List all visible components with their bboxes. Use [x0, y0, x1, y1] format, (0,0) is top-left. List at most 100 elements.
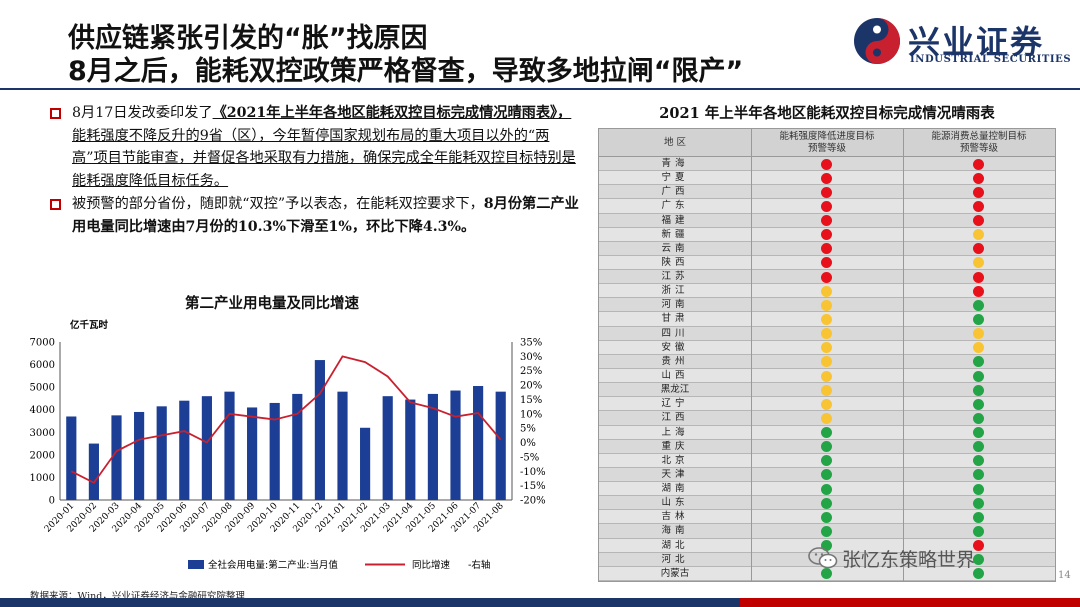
intensity-status-dot	[821, 257, 832, 269]
table-row: 上海	[599, 425, 1055, 440]
wechat-icon	[808, 547, 838, 569]
left-tick-label: 2000	[30, 450, 55, 461]
total-status-dot	[973, 398, 984, 410]
right-tick-label: 15%	[520, 395, 542, 406]
intensity-status-dot	[821, 483, 832, 495]
left-tick-label: 4000	[30, 405, 55, 416]
watermark-text: 张忆东策略世界	[842, 548, 976, 571]
intensity-status-dot	[821, 172, 832, 184]
region-name: 海南	[661, 525, 689, 537]
left-tick-label: 1000	[30, 473, 55, 484]
table-row: 四川	[599, 326, 1055, 341]
table-title: 2021 年上半年各地区能耗双控目标完成情况晴雨表	[659, 105, 995, 122]
bar-2020-03	[111, 415, 122, 500]
table-row: 新疆	[599, 227, 1055, 242]
table-row: 宁夏	[599, 171, 1055, 186]
total-status-dot	[973, 511, 984, 523]
header-intensity: 能耗强度降低进度目标 预警等级	[779, 131, 875, 154]
total-status-dot	[973, 285, 984, 297]
right-tick-label: -15%	[520, 481, 546, 492]
table-row: 北京	[599, 453, 1055, 468]
electricity-chart: 亿千瓦时 0 1000 2000 3000 4000 5000 6000 7000 -20% -15…	[30, 319, 546, 571]
legend-line-suffix: -右轴	[468, 559, 490, 571]
bullet-2-lead: 被预警的部分省份，随即就“双控”予以表态，在能耗双控要求下，	[72, 196, 484, 212]
region-name: 黑龙江	[660, 384, 690, 396]
intensity-status-dot	[821, 285, 832, 297]
bar-2020-07	[201, 396, 212, 500]
bar-2021-04	[405, 399, 416, 500]
intensity-status-dot	[821, 469, 832, 481]
growth-line	[70, 355, 502, 484]
total-status-dot	[973, 299, 984, 311]
table-row: 黑龙江	[599, 383, 1055, 398]
title-line-1: 供应链紧张引发的“胀”找原因	[68, 23, 428, 54]
chart-title: 第二产业用电量及同比增速	[185, 296, 359, 312]
bar-2021-08	[495, 391, 506, 500]
total-status-dot	[973, 271, 984, 283]
total-status-dot	[973, 568, 984, 580]
logo-emblem-icon	[854, 18, 900, 64]
table-row: 江苏	[599, 270, 1055, 285]
total-status-dot	[973, 384, 984, 396]
intensity-status-dot	[821, 441, 832, 453]
region-name: 云南	[661, 242, 689, 254]
bullet-item-2: 被预警的部分省份，随即就“双控”予以表态，在能耗双控要求下，8月份第二产业用电量…	[44, 193, 584, 238]
right-tick-label: -20%	[520, 496, 546, 507]
header-region: 地 区	[663, 137, 687, 148]
y-axis-unit: 亿千瓦时	[70, 319, 109, 331]
logo-name: 兴业证券	[908, 23, 1045, 61]
region-name: 安徽	[661, 341, 689, 353]
total-status-dot	[973, 554, 984, 566]
bullet-1-doc-title: 《2021年上半年各地区能耗双控目标完成情况晴雨表》，	[212, 105, 572, 121]
region-name: 浙江	[661, 285, 689, 297]
logo-english: INDUSTRIAL SECURITIES	[910, 54, 1072, 65]
table-row: 山西	[599, 369, 1055, 384]
right-tick-label: 5%	[520, 424, 536, 435]
intensity-status-dot	[821, 370, 832, 382]
region-name: 河南	[661, 299, 689, 311]
bar-2020-06	[179, 400, 190, 500]
bar-2020-02	[88, 443, 99, 500]
bar-2020-04	[134, 411, 145, 500]
intensity-status-dot	[821, 215, 832, 227]
intensity-status-dot	[821, 568, 832, 580]
table-row: 内蒙古	[599, 566, 1055, 581]
region-name: 广东	[661, 200, 689, 212]
region-name: 河北	[661, 553, 689, 565]
region-name: 福建	[661, 214, 689, 226]
bar-2021-07	[473, 386, 484, 500]
bar-2020-11	[292, 393, 303, 500]
intensity-status-dot	[821, 384, 832, 396]
intensity-status-dot	[821, 511, 832, 523]
intensity-status-dot	[821, 186, 832, 198]
total-status-dot	[973, 370, 984, 382]
table-row: 贵州	[599, 354, 1055, 369]
left-tick-label: 6000	[30, 360, 55, 371]
right-tick-label: -5%	[520, 452, 539, 463]
bar-2020-05	[156, 406, 167, 500]
footer-bar	[0, 598, 1080, 607]
total-status-dot	[973, 540, 984, 552]
table-row: 陕西	[599, 255, 1055, 271]
intensity-status-dot	[821, 200, 832, 212]
table-row: 江西	[599, 411, 1055, 426]
region-name: 内蒙古	[660, 567, 690, 579]
bar-2021-06	[450, 390, 461, 500]
table-row: 重庆	[599, 439, 1055, 454]
intensity-status-dot	[821, 243, 832, 255]
intensity-status-dot	[821, 427, 832, 439]
total-status-dot	[973, 342, 984, 354]
column-divider	[903, 129, 904, 581]
company-logo: 兴业证券 INDUSTRIAL SECURITIES	[852, 14, 1071, 69]
region-name: 贵州	[661, 355, 689, 367]
legend-bar-label: 全社会用电量:第二产业:当月值	[208, 559, 338, 571]
total-status-dot	[973, 412, 984, 424]
total-status-dot	[973, 200, 984, 212]
total-status-dot	[973, 497, 984, 509]
intensity-status-dot	[821, 412, 832, 424]
region-name: 山东	[661, 497, 689, 509]
bar-2020-10	[269, 402, 280, 500]
intensity-status-dot	[821, 328, 832, 340]
total-status-dot	[973, 172, 984, 184]
table-row: 福建	[599, 213, 1055, 228]
